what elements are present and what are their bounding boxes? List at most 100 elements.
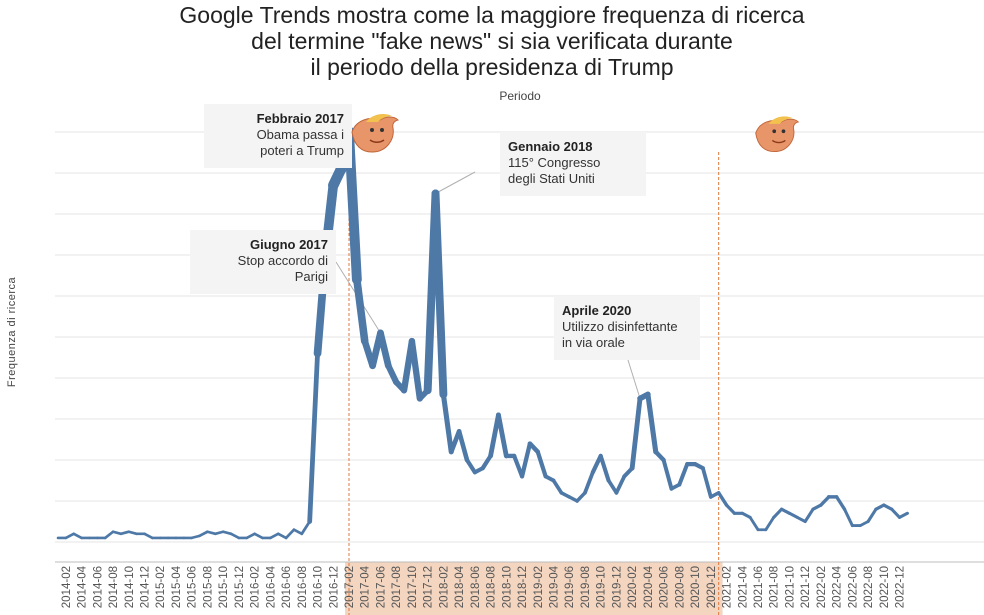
x-tick-label: 2019-12 <box>611 566 623 608</box>
series-segment <box>456 428 470 463</box>
x-tick-label: 2016-08 <box>297 566 309 608</box>
data-point <box>135 532 138 535</box>
data-point <box>489 454 492 457</box>
annotation-jan-2018-line-1: 115° Congresso <box>508 155 601 170</box>
data-point <box>756 528 759 531</box>
x-tick-labels: 2014-02 2014-04 2014-06 2014-08 2014-10 2014-… <box>61 565 907 608</box>
data-point <box>591 471 594 474</box>
chart-title: Google Trends mostra come la maggiore fr… <box>0 2 984 80</box>
data-point <box>442 393 445 396</box>
data-point <box>560 491 563 494</box>
x-tick-label: 2016-12 <box>328 566 340 608</box>
data-point <box>64 536 67 539</box>
data-point <box>450 450 453 453</box>
presidency-markers <box>348 148 720 615</box>
data-point <box>465 459 468 461</box>
x-tick-label: 2020-08 <box>674 566 686 608</box>
x-tick-label: 2020-04 <box>643 565 655 608</box>
x-tick-label: 2016-02 <box>250 566 262 608</box>
series-segment <box>590 453 603 475</box>
data-point <box>167 536 170 539</box>
series-segment <box>221 530 233 536</box>
data-point <box>819 504 822 507</box>
annotation-feb-2017: Febbraio 2017 Obama passa i poteri a Tru… <box>204 104 352 168</box>
x-tick-label: 2020-10 <box>690 566 702 608</box>
series-segment <box>307 351 320 524</box>
annotation-apr-2020-title: Aprile 2020 <box>562 303 632 318</box>
data-point <box>599 454 602 457</box>
series-segment <box>213 530 225 536</box>
series-segment <box>677 462 690 487</box>
series-segment <box>606 478 619 495</box>
data-point <box>285 536 288 539</box>
x-tick-label: 2021-08 <box>769 566 781 608</box>
data-point <box>245 536 248 539</box>
x-tick-label: 2017-10 <box>407 566 419 608</box>
data-point <box>174 536 177 539</box>
data-point <box>662 459 665 461</box>
x-tick-label: 2022-06 <box>847 566 859 608</box>
series-segment <box>535 449 548 479</box>
x-tick-label: 2018-08 <box>486 566 498 608</box>
data-point <box>827 495 830 498</box>
series-segment <box>253 532 264 540</box>
x-tick-label: 2018-04 <box>454 565 466 608</box>
data-point <box>686 463 689 466</box>
x-tick-label: 2022-08 <box>863 566 875 608</box>
annotation-feb-2017-title: Febbraio 2017 <box>256 111 344 126</box>
x-tick-label: 2020-06 <box>659 566 671 608</box>
x-tick-label: 2017-04 <box>360 565 372 608</box>
data-point <box>119 532 122 535</box>
series-segment <box>269 532 280 540</box>
series-segment <box>408 337 423 402</box>
annotation-jan-2018-title: Gennaio 2018 <box>508 139 593 154</box>
x-tick-label: 2015-02 <box>155 566 167 608</box>
annotation-feb-2017-line-2: poteri a Trump <box>260 143 344 158</box>
data-point <box>434 192 437 195</box>
x-tick-label: 2018-12 <box>517 566 529 608</box>
data-point <box>749 516 752 519</box>
data-point <box>237 536 240 539</box>
data-point <box>631 467 634 470</box>
data-point <box>332 184 335 187</box>
series-segment <box>229 532 241 540</box>
data-point <box>654 450 657 453</box>
data-point <box>57 536 59 539</box>
data-point <box>426 389 429 392</box>
x-tick-label: 2021-02 <box>722 566 734 608</box>
data-point <box>898 516 901 519</box>
series-segment <box>842 507 854 528</box>
x-tick-label: 2019-06 <box>564 566 576 608</box>
series-segment <box>245 532 256 540</box>
series-segment <box>519 441 533 479</box>
data-point <box>379 331 382 334</box>
series-segment <box>598 453 611 483</box>
x-tick-label: 2021-10 <box>784 566 796 608</box>
data-point <box>709 495 712 498</box>
data-point <box>505 454 508 457</box>
series-segment <box>551 478 564 495</box>
data-point <box>607 479 610 482</box>
trump-bird-icon <box>755 116 800 153</box>
series-segment <box>661 458 674 491</box>
series-segment <box>834 495 847 511</box>
data-point <box>623 475 626 478</box>
annotation-connector <box>627 359 641 399</box>
series-segment <box>431 189 448 399</box>
annotation-jun-2017-line-1: Stop accordo di <box>237 253 328 268</box>
data-point <box>72 532 75 535</box>
data-point <box>214 532 217 535</box>
data-point <box>458 430 461 433</box>
data-point <box>717 491 720 494</box>
data-point <box>851 524 854 527</box>
data-point <box>159 536 162 539</box>
data-point <box>552 479 555 482</box>
data-point <box>292 528 295 531</box>
data-point <box>678 483 681 486</box>
data-point <box>874 508 877 511</box>
x-tick-label: 2014-06 <box>92 566 104 608</box>
trump-bird-icon <box>351 114 399 153</box>
series-segment <box>614 474 627 495</box>
data-point <box>733 512 736 515</box>
x-tick-label: 2016-10 <box>313 566 325 608</box>
